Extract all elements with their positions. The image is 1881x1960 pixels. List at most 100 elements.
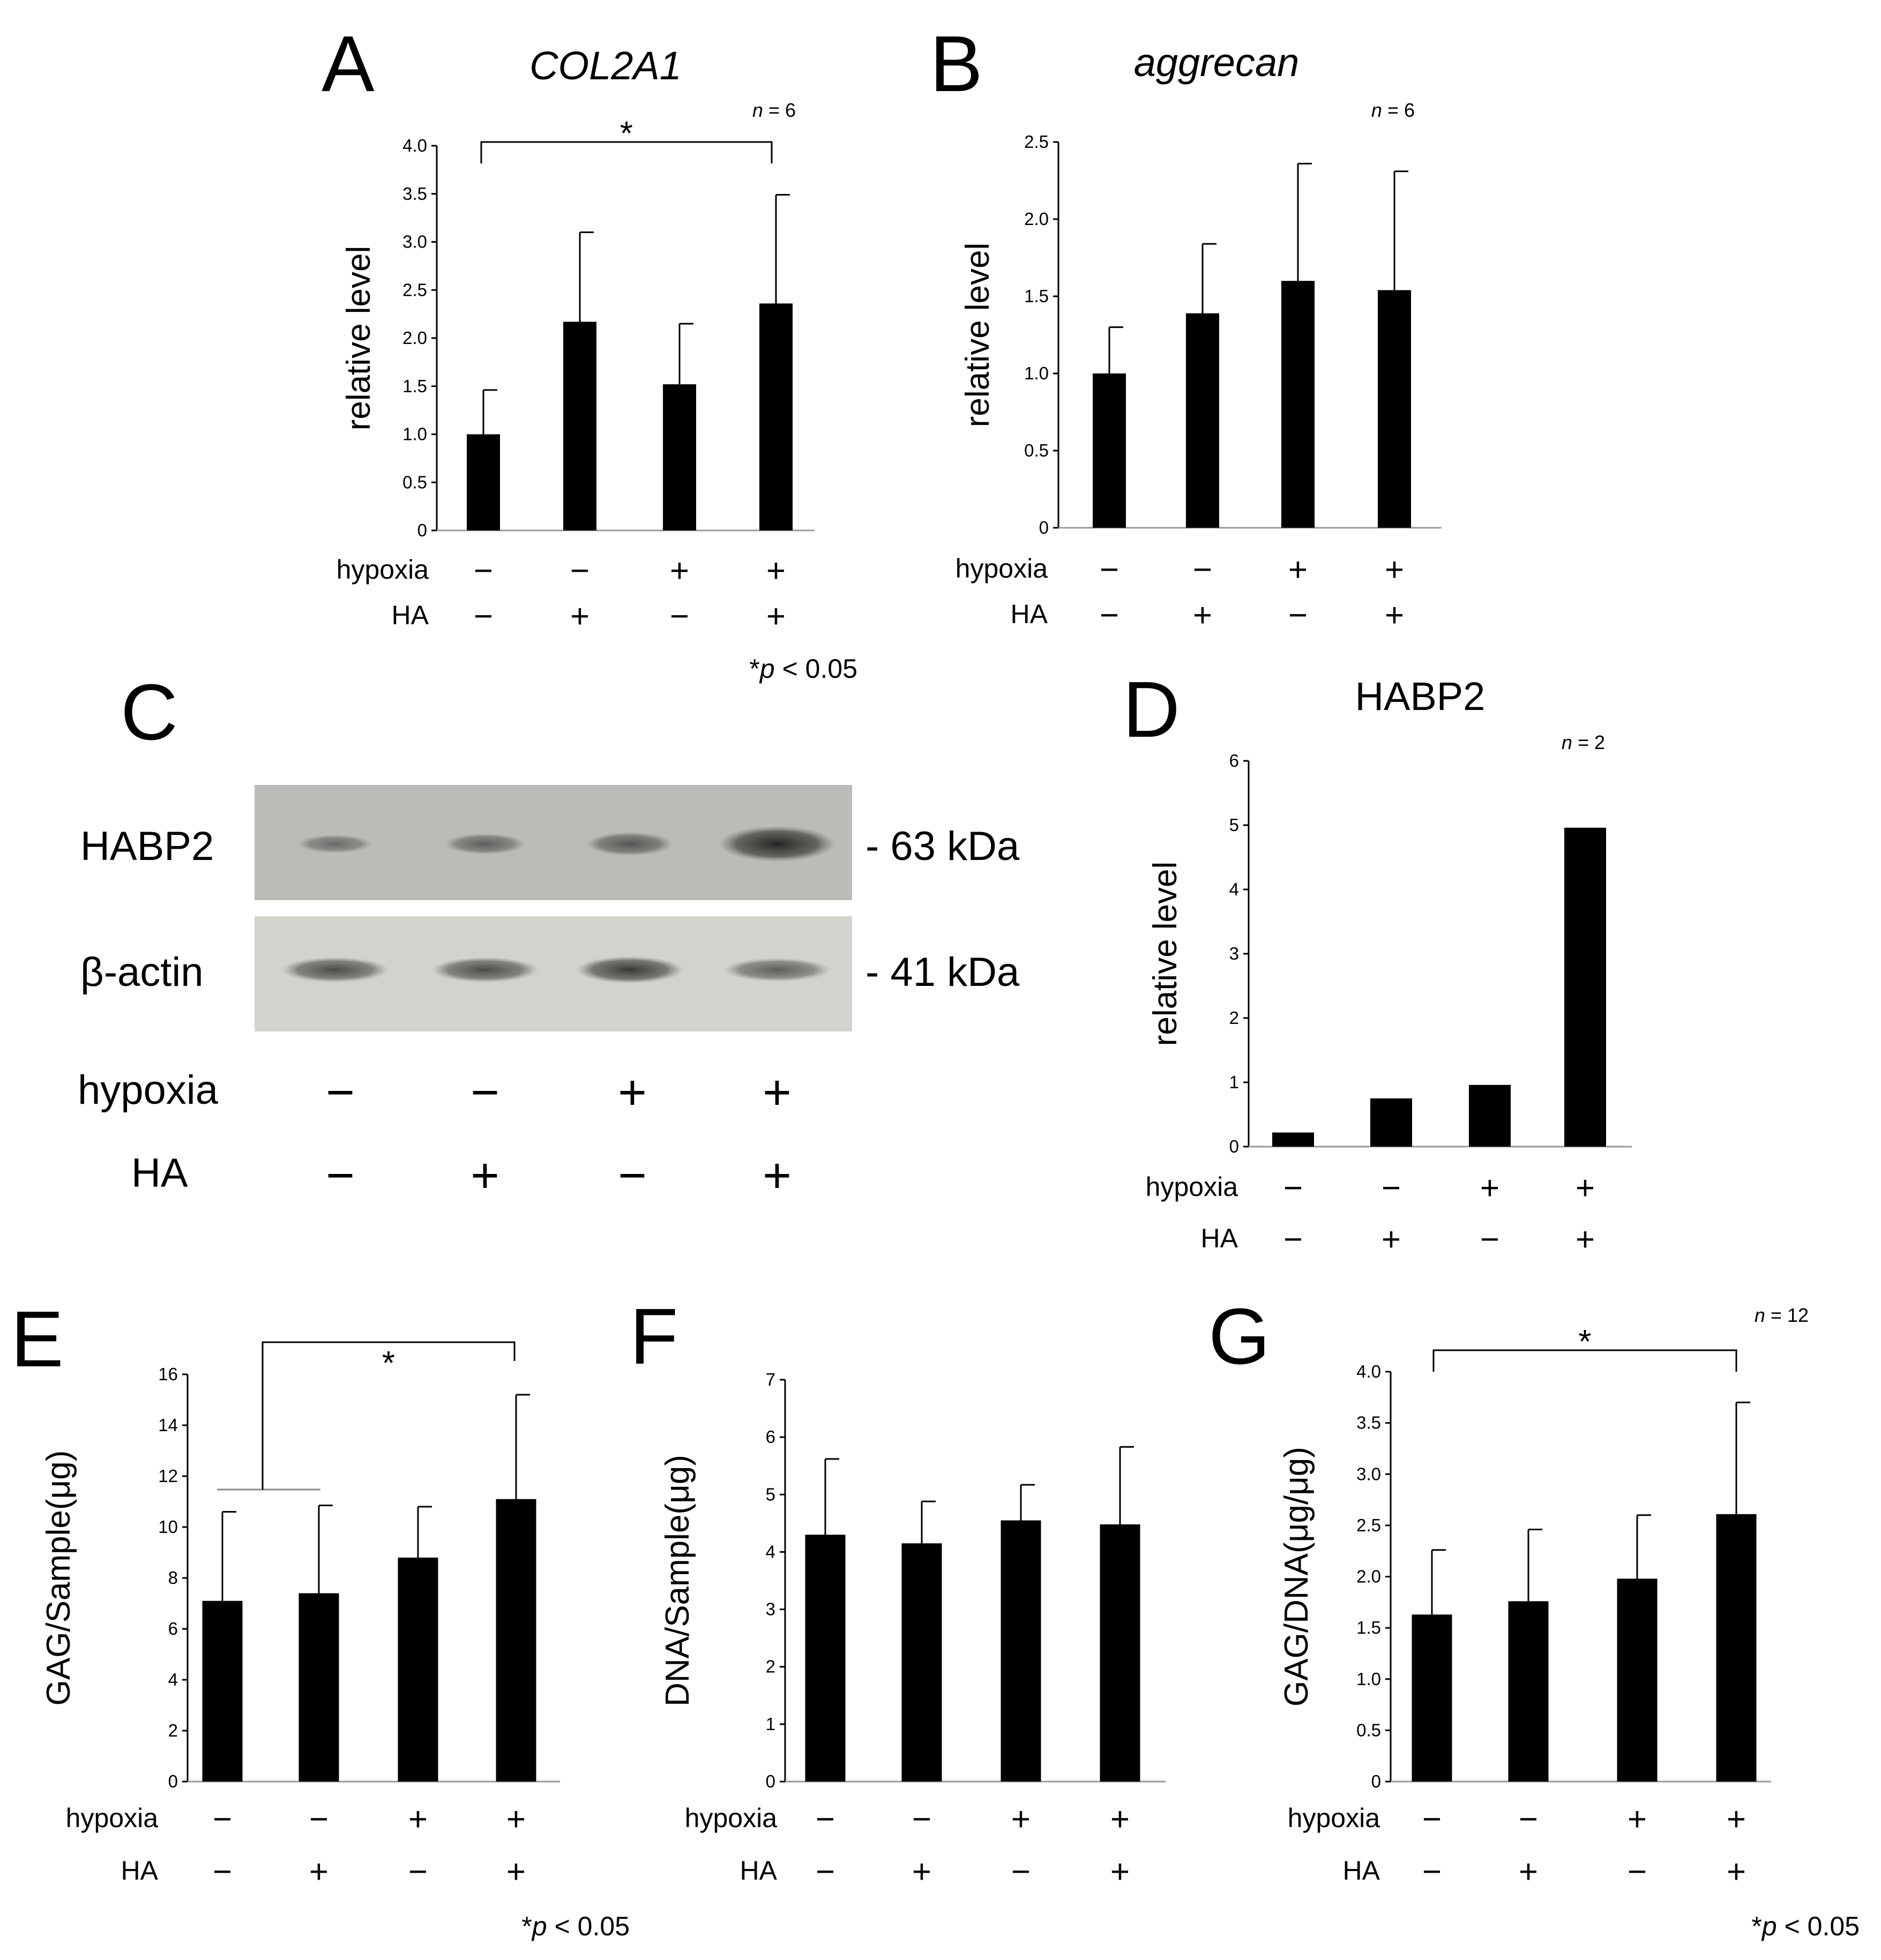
blot-label-actin: β-actin bbox=[80, 949, 204, 995]
chart-f: 0 1 2 3 4 5 6 7 DNA/Sample(μg) hypoxia − − + + HA − + − + bbox=[659, 1370, 1166, 1890]
chart-d-condition-sign: + bbox=[1576, 1221, 1595, 1258]
chart-a-condition-sign: + bbox=[766, 598, 786, 635]
chart-b-bar bbox=[1378, 290, 1411, 528]
chart-e-condition-sign: − bbox=[408, 1853, 428, 1890]
chart-d-title: HABP2 bbox=[1355, 674, 1486, 719]
chart-d-condition-sign: − bbox=[1480, 1221, 1499, 1258]
chart-d-n-label: n = 2 bbox=[1562, 731, 1605, 753]
chart-e-bar bbox=[496, 1499, 536, 1782]
chart-f-condition-sign: + bbox=[1110, 1801, 1130, 1838]
chart-f-condition-sign: + bbox=[912, 1853, 931, 1890]
chart-b-tick-label: 0 bbox=[1039, 518, 1049, 537]
chart-f-tick-label: 3 bbox=[766, 1599, 775, 1619]
chart-d-row-label-ha: HA bbox=[1201, 1223, 1238, 1253]
chart-a-tick-label: 0.5 bbox=[402, 472, 427, 492]
chart-a-bar bbox=[759, 303, 793, 530]
chart-f-bar bbox=[805, 1535, 846, 1782]
chart-b-tick-label: 2.0 bbox=[1024, 209, 1049, 229]
chart-d-bar bbox=[1564, 827, 1606, 1147]
chart-f-y-label: DNA/Sample(μg) bbox=[659, 1455, 696, 1707]
blot-band bbox=[719, 826, 835, 862]
chart-f-tick-label: 0 bbox=[766, 1771, 775, 1791]
chart-b-tick-label: 0.5 bbox=[1024, 440, 1049, 460]
chart-b-n-label: n = 6 bbox=[1371, 99, 1415, 121]
blot-condition-sign: − bbox=[326, 1148, 355, 1203]
chart-a-tick-label: 1.5 bbox=[402, 376, 427, 396]
chart-e-condition-sign: + bbox=[309, 1853, 329, 1890]
chart-g-significance-star: * bbox=[1578, 1323, 1591, 1360]
chart-g-condition-sign: − bbox=[1628, 1853, 1647, 1890]
chart-f-tick-label: 1 bbox=[766, 1714, 775, 1734]
chart-g: n = 12 0 0.5 1.0 1.5 2.0 2.5 3.0 3.5 4.0 GAG/DNA(μ… bbox=[1278, 1304, 1860, 1941]
chart-e-bar bbox=[398, 1558, 438, 1782]
chart-e-significance-star: * bbox=[382, 1345, 395, 1382]
chart-a-condition-sign: − bbox=[474, 598, 493, 635]
chart-b-tick-label: 1.0 bbox=[1024, 363, 1049, 383]
chart-b-condition-sign: − bbox=[1193, 551, 1212, 588]
chart-g-bar bbox=[1617, 1579, 1658, 1782]
panel-letter-e: E bbox=[11, 1295, 64, 1383]
panel-letter-f: F bbox=[630, 1292, 678, 1381]
chart-e-bar bbox=[202, 1600, 243, 1782]
chart-f-condition-sign: + bbox=[1110, 1853, 1130, 1890]
chart-e-condition-sign: + bbox=[506, 1801, 526, 1838]
panel-letter-g: G bbox=[1208, 1292, 1270, 1381]
chart-d-condition-sign: + bbox=[1480, 1170, 1499, 1207]
chart-a-tick-label: 1.0 bbox=[402, 424, 427, 444]
chart-a-bar bbox=[467, 434, 500, 530]
chart-e-row-label-ha: HA bbox=[121, 1856, 159, 1886]
panel-letter-d: D bbox=[1123, 665, 1180, 754]
chart-g-y-label: GAG/DNA(μg/μg) bbox=[1278, 1447, 1315, 1707]
panel-letter-a: A bbox=[322, 20, 375, 108]
western-blot: HABP2 β-actin - 63 kDa - 41 kDa hypoxia … bbox=[78, 785, 1020, 1203]
chart-e-tick-label: 16 bbox=[158, 1364, 178, 1384]
chart-f-condition-sign: + bbox=[1011, 1801, 1031, 1838]
chart-b: aggrecan n = 6 0 0.5 1.0 1.5 2.0 2.5 relative le… bbox=[956, 40, 1442, 634]
blot-condition-sign: + bbox=[763, 1065, 792, 1120]
chart-d-bar bbox=[1370, 1098, 1412, 1147]
blot-row-label-hypoxia: hypoxia bbox=[78, 1067, 219, 1113]
chart-d-y-label: relative level bbox=[1147, 862, 1184, 1046]
chart-b-tick-label: 2.5 bbox=[1024, 132, 1049, 152]
chart-e-tick-label: 2 bbox=[168, 1720, 178, 1740]
chart-f-bar bbox=[901, 1543, 942, 1782]
chart-d-bar bbox=[1272, 1132, 1314, 1147]
chart-d-tick-label: 3 bbox=[1229, 944, 1239, 963]
chart-e-condition-sign: + bbox=[506, 1853, 526, 1890]
chart-d-condition-sign: − bbox=[1283, 1221, 1303, 1258]
blot-band bbox=[586, 832, 674, 856]
chart-e-y-label: GAG/Sample(μg) bbox=[40, 1450, 77, 1706]
chart-g-tick-label: 1.0 bbox=[1356, 1669, 1381, 1689]
chart-g-condition-sign: + bbox=[1727, 1853, 1746, 1890]
chart-e-tick-label: 4 bbox=[168, 1670, 178, 1689]
chart-b-tick-label: 1.5 bbox=[1024, 286, 1049, 306]
chart-g-condition-sign: − bbox=[1422, 1853, 1442, 1890]
chart-f-condition-sign: − bbox=[816, 1853, 835, 1890]
chart-b-title: aggrecan bbox=[1134, 40, 1300, 85]
chart-b-condition-sign: − bbox=[1100, 597, 1119, 634]
chart-d-tick-label: 6 bbox=[1229, 751, 1239, 770]
chart-e-row-label-hypoxia: hypoxia bbox=[66, 1803, 159, 1833]
chart-e-tick-label: 6 bbox=[168, 1619, 178, 1639]
chart-a-p-value-note: *p < 0.05 bbox=[749, 654, 857, 684]
chart-g-p-value-note: *p < 0.05 bbox=[1751, 1911, 1860, 1941]
blot-band bbox=[723, 958, 831, 982]
chart-a-condition-sign: + bbox=[766, 552, 786, 589]
chart-a-significance-star: * bbox=[620, 115, 633, 152]
chart-g-tick-label: 0.5 bbox=[1356, 1720, 1381, 1740]
chart-g-condition-sign: + bbox=[1519, 1853, 1538, 1890]
chart-e-tick-label: 8 bbox=[168, 1568, 178, 1588]
chart-d-condition-sign: − bbox=[1283, 1170, 1303, 1207]
blot-size-63kda: - 63 kDa bbox=[865, 824, 1020, 869]
chart-g-bar bbox=[1412, 1614, 1452, 1782]
blot-row-label-ha: HA bbox=[131, 1150, 188, 1196]
chart-b-condition-sign: − bbox=[1288, 597, 1308, 634]
chart-f-tick-label: 6 bbox=[766, 1427, 775, 1447]
blot-condition-sign: − bbox=[618, 1148, 647, 1203]
chart-d-tick-label: 5 bbox=[1229, 815, 1239, 835]
chart-b-condition-sign: + bbox=[1385, 597, 1404, 634]
chart-e-bar bbox=[298, 1593, 339, 1782]
chart-a-condition-sign: + bbox=[570, 598, 589, 635]
chart-d-bar bbox=[1469, 1084, 1511, 1147]
blot-condition-sign: − bbox=[471, 1065, 499, 1120]
